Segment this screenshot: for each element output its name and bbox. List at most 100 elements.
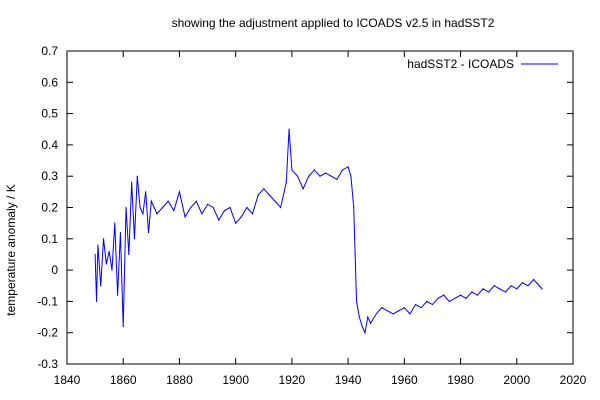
- data-point: [105, 263, 107, 265]
- data-point: [533, 278, 535, 281]
- data-point: [288, 128, 290, 130]
- plot-frame: [66, 50, 574, 365]
- y-tick-label: 0.7: [41, 44, 58, 58]
- data-point: [145, 191, 147, 193]
- data-point: [319, 175, 321, 177]
- data-point: [285, 181, 287, 184]
- data-point: [353, 206, 355, 209]
- data-point: [206, 203, 209, 205]
- data-point: [370, 322, 372, 324]
- data-point: [358, 316, 360, 318]
- data-point: [114, 222, 116, 224]
- y-tick-label: -0.3: [37, 357, 58, 371]
- data-point: [150, 200, 152, 202]
- data-point: [367, 316, 369, 318]
- data-point: [437, 297, 439, 299]
- y-tick-label: 0.5: [41, 107, 58, 121]
- data-point: [268, 194, 270, 196]
- data-point: [201, 213, 203, 215]
- data-point: [386, 310, 389, 312]
- data-point: [296, 175, 299, 177]
- data-point: [117, 294, 119, 296]
- data-point: [122, 325, 124, 328]
- data-point: [161, 206, 164, 209]
- data-point: [195, 200, 197, 202]
- data-point: [229, 206, 231, 209]
- data-point: [355, 300, 358, 302]
- data-point: [499, 288, 501, 290]
- data-point: [454, 297, 456, 299]
- y-tick-label: 0.3: [41, 169, 58, 183]
- data-point: [330, 175, 332, 177]
- data-point: [488, 291, 490, 293]
- data-point: [361, 325, 363, 328]
- data-point: [354, 253, 356, 256]
- data-point: [541, 288, 543, 290]
- data-point: [527, 285, 529, 287]
- data-point: [100, 285, 102, 287]
- data-point: [111, 269, 113, 271]
- data-point: [97, 244, 99, 246]
- data-point: [420, 307, 422, 309]
- data-point: [431, 303, 434, 306]
- data-point: [341, 169, 344, 171]
- data-point: [465, 297, 467, 299]
- x-tick-label: 1840: [54, 373, 81, 387]
- data-point: [108, 250, 110, 252]
- data-point: [147, 231, 150, 234]
- data-point: [426, 300, 428, 302]
- data-point: [251, 213, 254, 215]
- data-point: [133, 238, 136, 240]
- x-tick-label: 1940: [335, 373, 362, 387]
- data-point: [313, 169, 315, 171]
- legend-label: hadSST2 - ICOADS: [407, 57, 514, 71]
- data-point: [308, 175, 310, 177]
- y-tick-label: -0.2: [37, 326, 58, 340]
- data-point: [409, 313, 411, 315]
- data-point: [274, 200, 276, 202]
- data-point: [94, 253, 96, 256]
- data-point: [364, 332, 366, 334]
- data-point: [504, 291, 507, 293]
- data-point: [538, 285, 540, 287]
- data-point: [257, 194, 259, 196]
- y-tick-label: 0.2: [41, 201, 58, 215]
- data-point: [414, 303, 417, 306]
- data-point: [350, 175, 352, 177]
- data-point: [403, 307, 405, 309]
- data-point: [291, 169, 293, 171]
- data-point: [280, 206, 282, 209]
- data-point: [128, 253, 130, 256]
- x-tick-label: 2020: [560, 373, 587, 387]
- data-point: [336, 178, 338, 180]
- x-tick-label: 1920: [279, 373, 306, 387]
- data-point: [142, 213, 144, 215]
- chart-title: showing the adjustment applied to ICOADS…: [172, 16, 495, 30]
- y-tick-label: 0.4: [41, 138, 58, 152]
- y-axis-label: temperature anomaly / K: [4, 184, 18, 315]
- series-line: [94, 129, 543, 335]
- y-tick-label: -0.1: [37, 294, 58, 308]
- data-point: [223, 210, 226, 212]
- data-point: [459, 294, 462, 296]
- data-point: [476, 294, 479, 296]
- y-tick-label: 0: [51, 263, 58, 277]
- legend: hadSST2 - ICOADS: [407, 57, 558, 71]
- data-point: [302, 188, 304, 190]
- data-point: [156, 213, 158, 215]
- data-point: [212, 206, 214, 209]
- x-tick-label: 1900: [222, 373, 249, 387]
- series-layer: [94, 128, 543, 335]
- data-point: [131, 181, 133, 184]
- data-point: [398, 310, 400, 312]
- data-point: [240, 216, 242, 218]
- data-point: [119, 231, 122, 234]
- data-point: [510, 285, 512, 287]
- data-point: [443, 294, 445, 296]
- data-point: [347, 166, 349, 168]
- data-point: [178, 191, 181, 193]
- x-tick-label: 1880: [166, 373, 193, 387]
- data-point: [95, 300, 98, 302]
